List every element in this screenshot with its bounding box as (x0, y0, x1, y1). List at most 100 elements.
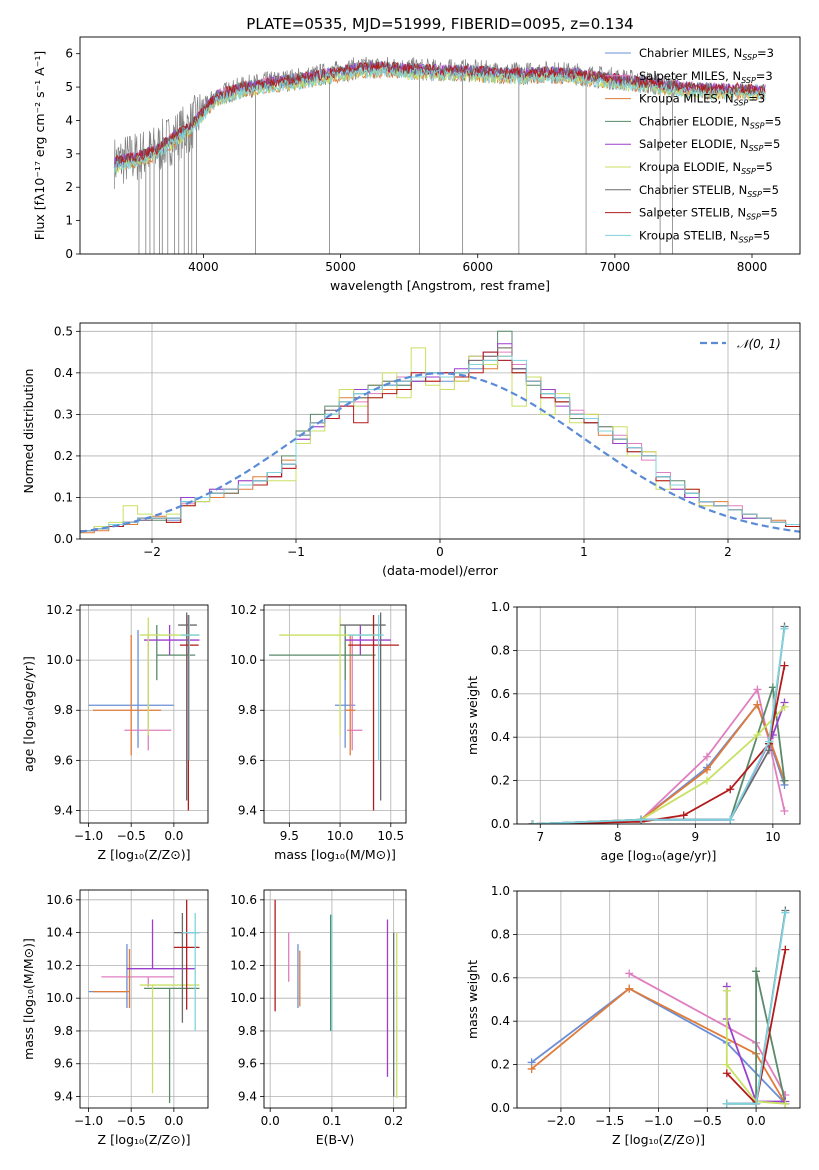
figure-title: PLATE=0535, MJD=51999, FIBERID=0095, z=0… (246, 15, 633, 33)
chart-residuals: −2 −1 0 1 2 0.0 0.1 0.2 0.3 0.4 0.5 (data-model)/er… (21, 322, 801, 578)
x-axis-label: Z [log₁₀(Z/Z⊙)] (98, 1132, 191, 1147)
weight-marker (781, 945, 790, 954)
weight-marker (753, 700, 762, 709)
y-tick-label: 10.6 (230, 893, 257, 907)
y-axis-label: mass weight (465, 676, 480, 755)
y-tick-label: 9.6 (54, 1057, 73, 1071)
errorbar-point (144, 987, 200, 1104)
weight-marker (768, 683, 777, 692)
y-tick-label: 10.0 (46, 991, 73, 1005)
y-tick-label: 9.4 (54, 1090, 73, 1104)
y-tick-label: 0.6 (491, 971, 510, 985)
x-tick-label: 2 (724, 545, 732, 559)
axes-frame (516, 606, 801, 825)
plot-area (80, 890, 208, 1108)
y-tick-label: 10.2 (230, 958, 257, 972)
chart-spectrum: 4000 5000 6000 7000 8000 0 1 2 3 4 5 6 wavelength [A… (32, 36, 801, 293)
y-axis-label: age [log₁₀(age/yr)] (21, 656, 36, 772)
plot-area (113, 56, 766, 254)
axes-frame (263, 889, 407, 1109)
y-tick-label: 9.8 (238, 1024, 257, 1038)
x-tick-label: −1.0 (74, 1114, 103, 1128)
legend-label: Kroupa MILES, NSSP=3 (639, 92, 765, 108)
y-tick-label: 3 (65, 147, 73, 161)
y-tick-label: 10.2 (230, 603, 257, 617)
x-tick-label: 7000 (600, 260, 631, 274)
weight-marker (722, 1069, 731, 1078)
x-axis-label: (data-model)/error (382, 563, 499, 578)
legend-label: Chabrier ELODIE, NSSP=5 (639, 114, 781, 130)
y-tick-label: 9.6 (54, 753, 73, 767)
y-tick-label: 9.6 (238, 753, 257, 767)
y-tick-label: 0.4 (54, 366, 73, 380)
x-tick-label: −0.5 (117, 829, 146, 843)
legend-label: Chabrier MILES, NSSP=3 (639, 46, 774, 62)
chart-age-vs-Z: −1.0 −0.5 0.0 9.4 9.6 9.8 10.0 10.2 Z [log₁₀(Z/Z… (21, 603, 209, 862)
x-tick-label: 0.0 (747, 1114, 766, 1128)
chart-mass-vs-EBV: 0.0 0.1 0.2 9.4 9.6 9.8 10.0 10.2 10.4 10.6 E(B-V) (230, 889, 407, 1147)
weight-marker (722, 986, 731, 995)
y-tick-label: 0.5 (54, 324, 73, 338)
weight-line (531, 987, 787, 1105)
errorbar-point (178, 612, 197, 801)
y-tick-label: 9.4 (238, 803, 257, 817)
y-tick-label: 4 (65, 113, 73, 127)
y-tick-label: 5 (65, 80, 73, 94)
errorbar-point (182, 912, 200, 1031)
axes-frame (79, 36, 801, 255)
x-tick-label: 6000 (462, 260, 493, 274)
y-tick-label: 10.2 (46, 603, 73, 617)
weight-marker (702, 776, 711, 785)
y-tick-label: 9.8 (54, 1024, 73, 1038)
weight-marker (764, 737, 773, 746)
chart-age-vs-mass: 9.5 10.0 10.5 9.4 9.6 9.8 10.0 10.2 mass [log₁₀(… (230, 603, 407, 862)
axes-frame (79, 604, 209, 824)
legend-label: Kroupa ELODIE, NSSP=5 (639, 160, 773, 176)
y-tick-label: 1.0 (491, 884, 510, 898)
weight-marker (702, 752, 711, 761)
y-tick-label: 9.4 (238, 1090, 257, 1104)
y-tick-label: 0.2 (54, 449, 73, 463)
y-tick-label: 0.2 (491, 774, 510, 788)
x-tick-label: −1.0 (74, 829, 103, 843)
weight-marker (752, 967, 761, 976)
errorbar-point (126, 919, 196, 970)
y-tick-label: 0.6 (491, 687, 510, 701)
plot-area (517, 607, 800, 824)
y-tick-label: 0.0 (491, 1101, 510, 1115)
x-axis-label: age [log₁₀(age/yr)] (601, 848, 717, 863)
weight-marker (726, 815, 735, 824)
x-tick-label: −2 (143, 545, 161, 559)
chart-weight-vs-age: 7 8 9 10 0.0 0.2 0.4 0.6 0.8 1.0 age [log₁₀(age/yr… (465, 600, 801, 863)
x-tick-label: 10.5 (377, 829, 404, 843)
x-axis-label: mass [log₁₀(M/M⊙)] (274, 847, 396, 862)
y-tick-label: 0 (65, 247, 73, 261)
model-line (113, 66, 766, 174)
weight-marker (722, 1060, 731, 1069)
y-tick-label: 1.0 (491, 600, 510, 614)
plot-area (80, 605, 208, 823)
legend-label: Salpeter MILES, NSSP=3 (639, 69, 773, 85)
y-axis-label: mass [log₁₀(M/M⊙)] (21, 938, 36, 1060)
axes-frame (79, 889, 209, 1109)
y-axis-label: Normed distribution (21, 369, 36, 494)
x-tick-label: 0.0 (164, 1114, 183, 1128)
weight-marker (528, 820, 537, 824)
chart-mass-vs-Z: −1.0 −0.5 0.0 9.4 9.6 9.8 10.0 10.2 10.4 10.6 Z [l… (21, 889, 209, 1147)
y-tick-label: 10.2 (46, 958, 73, 972)
x-tick-label: −1 (287, 545, 305, 559)
x-tick-label: 5000 (325, 260, 356, 274)
x-tick-label: −0.5 (693, 1114, 722, 1128)
y-tick-label: 0.4 (491, 730, 510, 744)
weight-marker (679, 811, 688, 820)
weight-marker (722, 1099, 731, 1108)
y-tick-label: 10.6 (46, 893, 73, 907)
y-tick-label: 0.8 (491, 927, 510, 941)
weight-marker (625, 984, 634, 993)
y-tick-label: 0.0 (491, 817, 510, 831)
weight-marker (780, 661, 789, 670)
axes-frame (263, 604, 407, 824)
weight-line (725, 990, 786, 1105)
legend-label: 𝒩(0, 1) (737, 337, 781, 351)
y-tick-label: 9.8 (238, 703, 257, 717)
